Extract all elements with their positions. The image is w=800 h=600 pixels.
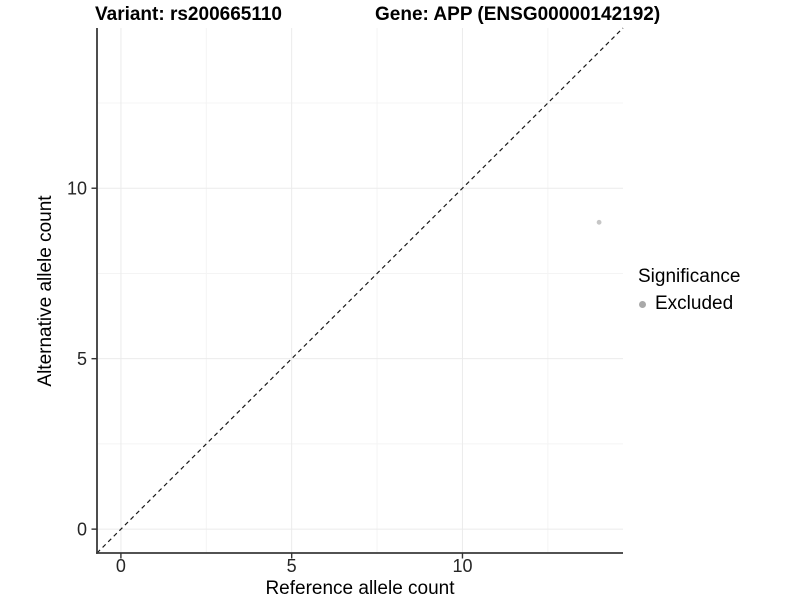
plot-title-variant: Variant: rs200665110: [95, 4, 282, 25]
y-axis-title: Alternative allele count: [35, 195, 56, 387]
y-tick-label: 10: [67, 179, 87, 199]
data-point: [596, 219, 602, 225]
x-tick-label: 5: [287, 556, 297, 576]
identity-dashed-line: [96, 27, 624, 554]
x-axis-title: Reference allele count: [265, 578, 455, 599]
legend-item-label: Excluded: [655, 293, 734, 314]
y-tick-label: 5: [77, 349, 87, 369]
x-tick-label: 0: [116, 556, 126, 576]
x-tick-label: 10: [452, 556, 472, 576]
legend-title: Significance: [638, 266, 741, 287]
legend: Significance Excluded: [634, 266, 740, 315]
legend-point-icon: [639, 300, 646, 308]
legend-item-excluded: Excluded: [634, 293, 740, 315]
y-tick-label: 0: [77, 520, 87, 540]
plot-title-gene: Gene: APP (ENSG00000142192): [375, 4, 661, 25]
